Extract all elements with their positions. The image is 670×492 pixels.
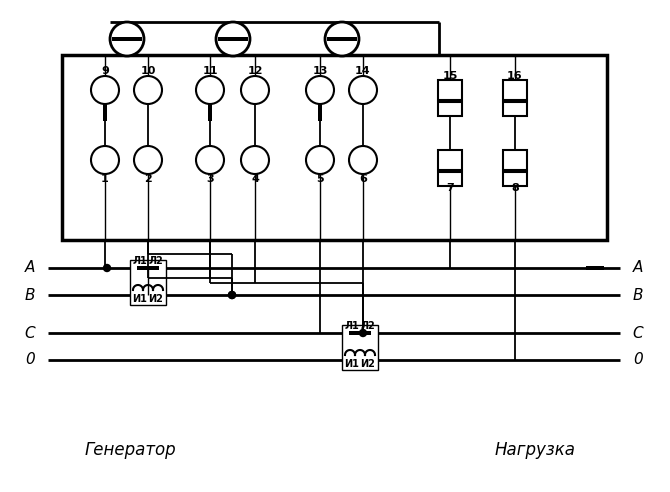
Text: 6: 6 bbox=[359, 174, 367, 184]
Circle shape bbox=[103, 265, 111, 272]
Bar bbox=[103, 103, 107, 121]
Text: 11: 11 bbox=[202, 66, 218, 76]
Bar bbox=[438, 172, 462, 186]
Bar bbox=[586, 266, 604, 270]
Bar bbox=[503, 150, 527, 170]
Text: 2: 2 bbox=[144, 174, 152, 184]
Text: 15: 15 bbox=[442, 71, 458, 81]
Text: C: C bbox=[632, 326, 643, 340]
Text: Л2: Л2 bbox=[360, 321, 375, 331]
Circle shape bbox=[134, 76, 162, 104]
Circle shape bbox=[349, 76, 377, 104]
Circle shape bbox=[91, 146, 119, 174]
Text: 10: 10 bbox=[140, 66, 155, 76]
Text: B: B bbox=[632, 287, 643, 303]
Text: A: A bbox=[25, 260, 36, 276]
Circle shape bbox=[110, 22, 144, 56]
Bar bbox=[218, 37, 249, 41]
Bar bbox=[342, 325, 378, 370]
Bar bbox=[318, 103, 322, 121]
Bar bbox=[130, 260, 166, 305]
Bar bbox=[349, 331, 371, 335]
Text: И2: И2 bbox=[360, 359, 375, 369]
Circle shape bbox=[241, 76, 269, 104]
Text: 12: 12 bbox=[247, 66, 263, 76]
Circle shape bbox=[228, 291, 235, 299]
Text: И1: И1 bbox=[133, 294, 147, 304]
Bar bbox=[208, 103, 212, 121]
Text: 1: 1 bbox=[101, 174, 109, 184]
Circle shape bbox=[306, 146, 334, 174]
Text: 7: 7 bbox=[446, 183, 454, 193]
Circle shape bbox=[306, 76, 334, 104]
Text: 5: 5 bbox=[316, 174, 324, 184]
Text: И2: И2 bbox=[149, 294, 163, 304]
Bar bbox=[438, 150, 462, 170]
Text: 3: 3 bbox=[206, 174, 214, 184]
Text: 4: 4 bbox=[251, 174, 259, 184]
Bar bbox=[327, 37, 357, 41]
Text: Л1: Л1 bbox=[133, 256, 147, 266]
Bar bbox=[503, 172, 527, 186]
Text: 16: 16 bbox=[507, 71, 523, 81]
Text: 0: 0 bbox=[25, 352, 35, 368]
Text: Генератор: Генератор bbox=[84, 441, 176, 459]
Text: Л2: Л2 bbox=[149, 256, 163, 266]
Circle shape bbox=[360, 330, 366, 337]
Circle shape bbox=[241, 146, 269, 174]
Text: A: A bbox=[632, 260, 643, 276]
Bar bbox=[503, 102, 527, 116]
Circle shape bbox=[349, 146, 377, 174]
Circle shape bbox=[325, 22, 359, 56]
Text: И1: И1 bbox=[344, 359, 359, 369]
Circle shape bbox=[216, 22, 250, 56]
Text: Л1: Л1 bbox=[344, 321, 359, 331]
Bar bbox=[62, 55, 607, 240]
Bar bbox=[137, 266, 159, 270]
Text: 13: 13 bbox=[312, 66, 328, 76]
Text: 14: 14 bbox=[355, 66, 371, 76]
Text: 8: 8 bbox=[511, 183, 519, 193]
Text: 0: 0 bbox=[633, 352, 643, 368]
Circle shape bbox=[134, 146, 162, 174]
Circle shape bbox=[228, 291, 235, 299]
Bar bbox=[112, 37, 142, 41]
Text: B: B bbox=[25, 287, 36, 303]
Circle shape bbox=[196, 146, 224, 174]
Circle shape bbox=[196, 76, 224, 104]
Bar bbox=[438, 80, 462, 100]
Text: C: C bbox=[25, 326, 36, 340]
Bar bbox=[438, 102, 462, 116]
Circle shape bbox=[91, 76, 119, 104]
Text: 9: 9 bbox=[101, 66, 109, 76]
Text: Нагрузка: Нагрузка bbox=[494, 441, 576, 459]
Bar bbox=[503, 80, 527, 100]
